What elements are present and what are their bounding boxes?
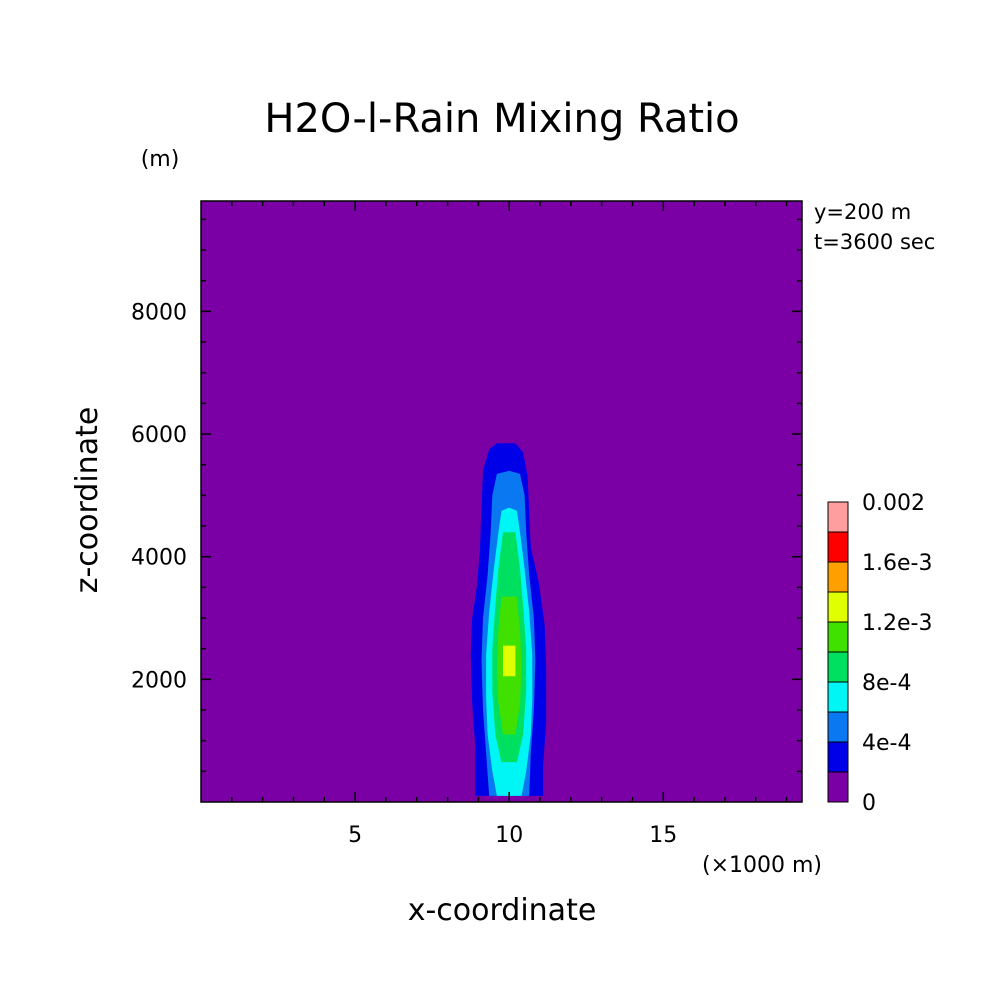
x-axis-label: x-coordinate (408, 893, 597, 928)
x-tick-label: 10 (495, 823, 523, 848)
chart-title: H2O-l-Rain Mixing Ratio (264, 96, 739, 142)
x-tick-label: 5 (348, 823, 362, 848)
colorbar-label: 1.6e-3 (862, 551, 932, 576)
y-tick-label: 4000 (131, 546, 187, 571)
y-unit-label: (m) (141, 147, 180, 172)
colorbar-label: 8e-4 (862, 671, 911, 696)
colorbar-swatch (827, 501, 849, 533)
colorbar-swatch (827, 711, 849, 743)
annotation-t: t=3600 sec (814, 230, 935, 254)
colorbar-swatch (827, 771, 849, 803)
x-unit-label: (×1000 m) (702, 853, 822, 878)
y-tick-label: 2000 (131, 668, 187, 693)
colorbar-label: 1.2e-3 (862, 611, 932, 636)
colorbar-swatch (827, 591, 849, 623)
y-axis-label: z-coordinate (70, 407, 105, 594)
annotation-y: y=200 m (814, 200, 911, 224)
colorbar-label: 4e-4 (862, 731, 911, 756)
colorbar-swatch (827, 681, 849, 713)
colorbar-swatch (827, 621, 849, 653)
plot-frame (200, 200, 803, 803)
colorbar: 0 4e-4 8e-4 1.2e-3 1.6e-3 0.002 (827, 491, 932, 816)
colorbar-swatch (827, 741, 849, 773)
colorbar-label: 0.002 (862, 491, 925, 516)
colorbar-label: 0 (862, 791, 876, 816)
x-tick-label: 15 (649, 823, 677, 848)
colorbar-swatch (827, 651, 849, 683)
contour-region-6 (503, 645, 516, 677)
plot-area: 5 10 15 2000 4000 6000 8000 (131, 200, 803, 848)
colorbar-swatch (827, 531, 849, 563)
y-tick-label: 8000 (131, 300, 187, 325)
colorbar-swatch (827, 561, 849, 593)
y-tick-label: 6000 (131, 423, 187, 448)
